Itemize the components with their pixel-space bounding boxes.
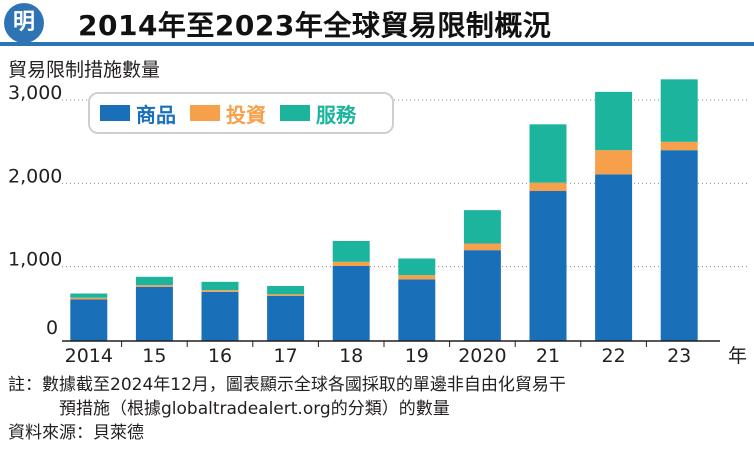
bar-segment: [463, 243, 501, 251]
bar-segment: [201, 281, 239, 291]
y-tick-label: 1,000: [8, 249, 62, 271]
bar-segment: [463, 210, 501, 244]
legend-swatch-services: [280, 105, 310, 121]
legend-label-investment: 投資: [226, 102, 266, 127]
bar-segment: [529, 182, 567, 191]
x-tick-label: 2020: [458, 345, 506, 367]
y-tick-label: 2,000: [8, 165, 62, 187]
legend-item-goods: 商品: [100, 99, 176, 128]
legend-label-services: 服務: [316, 102, 356, 127]
legend: 商品 投資 服務: [88, 92, 394, 134]
x-tick-label: 19: [405, 345, 429, 367]
bar-segment: [135, 276, 173, 286]
y-ticks: 3,000 2,000 1,000 0: [8, 82, 62, 339]
y-tick-label: 3,000: [8, 82, 62, 104]
bar-segment: [332, 266, 370, 341]
bar-segment: [398, 279, 436, 341]
footnote: 註：數據截至2024年12月，圖表顯示全球各國採取的單邊非自由化貿易干 預措施（…: [8, 373, 748, 445]
bar-segment: [595, 91, 633, 151]
note-line-1: 註：數據截至2024年12月，圖表顯示全球各國採取的單邊非自由化貿易干: [8, 375, 566, 395]
bar-segment: [660, 150, 698, 341]
x-axis-unit: 年: [728, 345, 747, 367]
bar-segment: [398, 275, 436, 280]
x-ticks: 2014 15 16 17 18 19 2020 21 22 23: [65, 341, 691, 367]
header: 明 2014年至2023年全球貿易限制概況: [0, 0, 754, 48]
bar-segment: [267, 286, 305, 295]
bar-segment: [660, 79, 698, 142]
x-tick-label: 16: [208, 345, 232, 367]
y-axis-label: 貿易限制措施數量: [8, 59, 160, 81]
bar-segment: [201, 290, 239, 292]
bar-segment: [529, 124, 567, 183]
bar-segment: [201, 291, 239, 341]
bar-segment: [135, 286, 173, 341]
bar-segment: [70, 293, 108, 298]
bar-segment: [332, 261, 370, 266]
legend-swatch-investment: [190, 105, 220, 121]
bar-segment: [332, 241, 370, 262]
x-tick-label: 17: [274, 345, 298, 367]
x-tick-label: 23: [667, 345, 691, 367]
bar-segment: [660, 141, 698, 151]
bar-segment: [70, 297, 108, 300]
bar-segment: [595, 150, 633, 175]
legend-item-investment: 投資: [190, 99, 266, 128]
x-tick-label: 18: [339, 345, 363, 367]
legend-label-goods: 商品: [136, 102, 176, 127]
title-underline: [0, 42, 754, 46]
bar-segment: [398, 258, 436, 276]
logo-badge: 明: [4, 3, 44, 43]
legend-swatch-goods: [100, 105, 130, 121]
bars: [70, 79, 698, 341]
note-line-2: 預措施（根據globaltradealert.org的分類）的數量: [59, 399, 450, 419]
y-tick-label: 0: [46, 317, 58, 339]
bar-segment: [135, 285, 173, 287]
bar-segment: [595, 174, 633, 341]
bar-segment: [463, 250, 501, 341]
bar-segment: [529, 191, 567, 341]
bar-segment: [267, 294, 305, 296]
chart-title: 2014年至2023年全球貿易限制概況: [78, 9, 552, 42]
x-tick-label: 22: [602, 345, 626, 367]
x-tick-label: 2014: [65, 345, 113, 367]
source-line: 資料來源：貝萊德: [8, 423, 144, 443]
bar-segment: [267, 296, 305, 341]
bar-segment: [70, 299, 108, 341]
legend-item-services: 服務: [280, 99, 356, 128]
x-tick-label: 15: [142, 345, 166, 367]
x-tick-label: 21: [536, 345, 560, 367]
